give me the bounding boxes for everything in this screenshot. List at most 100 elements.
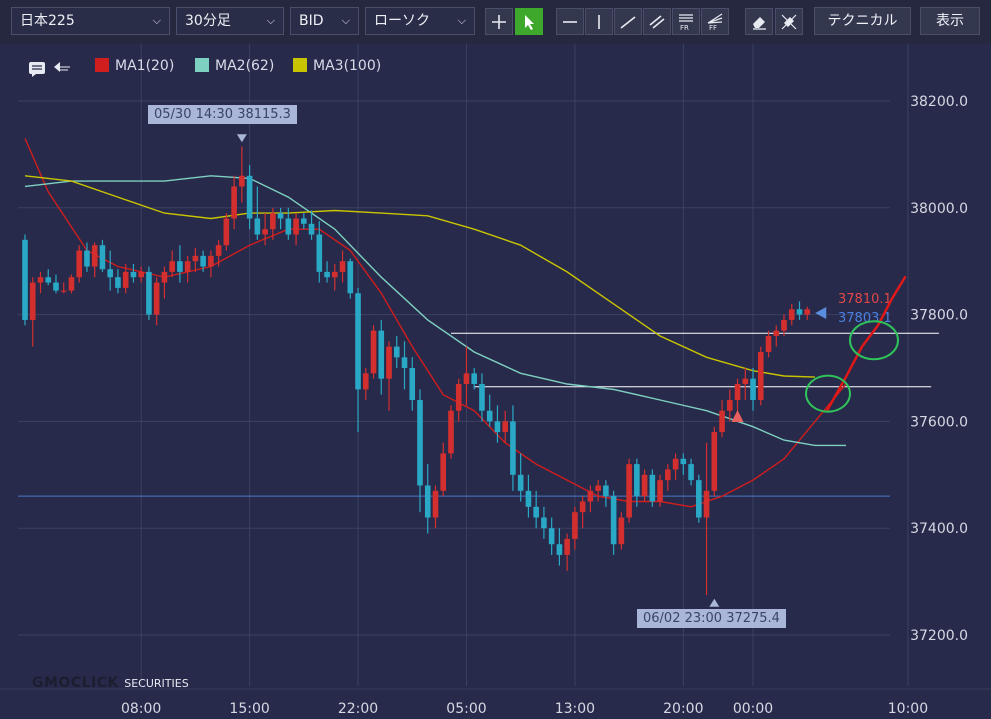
price-type-label: BID <box>299 13 324 29</box>
bear-candle <box>696 474 702 523</box>
candle-body <box>130 271 137 278</box>
candle-body <box>471 373 478 385</box>
broker-logo: GMOCLICK SECURITIES <box>32 675 189 691</box>
bear-candle <box>393 335 400 368</box>
candle-body <box>448 410 454 454</box>
symbol-select[interactable]: 日本225 ⌵ <box>11 7 170 35</box>
gridlines <box>0 44 991 690</box>
candle-body <box>479 384 485 411</box>
trend-line-icon <box>620 15 636 29</box>
bear-candle <box>750 368 756 411</box>
candle-body <box>680 458 687 465</box>
vertical-line-button[interactable] <box>585 8 613 35</box>
candle-body <box>29 282 36 320</box>
bull-candle <box>448 405 454 459</box>
candle-body <box>401 357 408 368</box>
bull-candle <box>564 533 570 571</box>
candle-body <box>332 271 338 278</box>
bull-candle <box>657 474 663 507</box>
candle-body <box>742 378 749 385</box>
candle-body <box>76 250 83 278</box>
bear-candle <box>99 239 106 272</box>
chat-icon[interactable] <box>28 58 72 82</box>
clear-all-button[interactable] <box>775 8 803 35</box>
display-button[interactable]: 表示 <box>920 7 980 35</box>
chart-style-label: ローソク <box>374 13 430 29</box>
bear-candle <box>115 269 121 294</box>
candle-body <box>53 282 59 291</box>
bull-candle <box>773 325 780 347</box>
bull-candle <box>239 146 245 203</box>
candle-body <box>177 261 183 272</box>
crosshair-button[interactable] <box>485 8 513 35</box>
candle-body <box>192 255 199 262</box>
bear-candle <box>130 263 137 283</box>
bull-candle <box>641 469 648 502</box>
bull-candle <box>386 341 392 411</box>
parallel-lines-button[interactable] <box>643 8 671 35</box>
candle-body <box>393 346 400 358</box>
price-type-select[interactable]: BID ⌵ <box>290 7 359 35</box>
candle-body <box>657 480 663 502</box>
bear-candle <box>378 319 385 395</box>
candle-body <box>432 490 439 518</box>
bull-candle <box>463 346 470 406</box>
logo-brand: GMOCLICK <box>32 675 119 691</box>
candle-body <box>270 213 276 230</box>
fibonacci-retracement-button[interactable]: FR <box>672 8 700 35</box>
chevron-down-icon: ⌵ <box>341 14 350 27</box>
x-tick-label: 20:00 <box>663 701 703 717</box>
candle-body <box>122 271 129 288</box>
candle-body <box>184 261 191 272</box>
pointer-button[interactable] <box>515 8 543 35</box>
chart-style-select[interactable]: ローソク ⌵ <box>365 7 475 35</box>
legend-ma2: MA2(62) <box>195 58 274 74</box>
y-tick-label: 38200.0 <box>910 94 968 110</box>
bear-candle <box>177 245 183 283</box>
bear-candle <box>84 242 90 272</box>
candle-body <box>355 293 361 390</box>
candle-body <box>711 432 718 491</box>
candle-body <box>688 464 694 481</box>
trend-line-button[interactable] <box>614 8 642 35</box>
candle-body <box>424 485 431 518</box>
bull-candle <box>719 400 725 438</box>
fibonacci-fan-button[interactable]: FF <box>701 8 729 35</box>
candle-body <box>22 239 28 320</box>
eraser-icon <box>753 16 766 30</box>
bear-candle <box>510 405 516 491</box>
technical-button[interactable]: テクニカル <box>814 7 911 35</box>
bull-candle <box>804 306 811 320</box>
bull-candle <box>362 368 369 401</box>
candle-body <box>378 330 385 379</box>
timeframe-select[interactable]: 30分足 ⌵ <box>176 7 284 35</box>
eraser-button[interactable] <box>745 8 773 35</box>
bull-candle <box>76 245 83 283</box>
high-price-callout: 05/30 14:30 38115.3 <box>148 105 297 124</box>
bull-candle <box>169 250 175 278</box>
candle-body <box>510 421 516 475</box>
candle-body <box>347 261 354 294</box>
bear-candle <box>479 373 485 422</box>
candle-body <box>138 271 144 278</box>
candle-body <box>626 464 632 518</box>
bear-candle <box>548 517 555 555</box>
bull-candle <box>68 274 75 294</box>
candle-body <box>781 319 787 331</box>
candle-body <box>634 464 640 497</box>
bear-candle <box>634 458 640 507</box>
bear-candle <box>680 453 687 475</box>
horizontal-line-button[interactable] <box>556 8 584 35</box>
x-tick-label: 05:00 <box>446 701 486 717</box>
candle-body <box>525 490 532 507</box>
bull-candle <box>91 242 98 278</box>
candle-body <box>587 490 594 502</box>
bull-candle <box>455 378 462 422</box>
bear-candle <box>796 301 803 320</box>
bull-candle <box>37 271 44 294</box>
ma2-line <box>24 175 846 447</box>
candle-body <box>293 218 299 235</box>
candle-body <box>169 261 175 272</box>
candle-body <box>301 218 307 224</box>
